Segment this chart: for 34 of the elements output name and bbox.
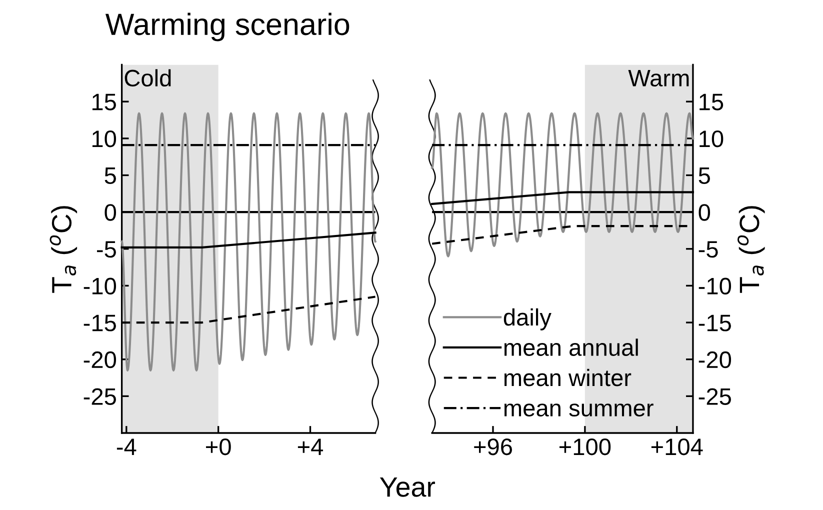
- y2-tick-label: -20: [698, 351, 732, 368]
- band-label: Warm: [628, 70, 689, 87]
- y2-tick-label: -15: [698, 314, 731, 332]
- y-tick-label: -15: [84, 314, 116, 332]
- x-tick-label: +104: [651, 438, 703, 456]
- y2-tick-label: 0: [698, 204, 710, 221]
- y-tick-label: 15: [92, 94, 116, 110]
- x-tick-label: +96: [474, 438, 512, 456]
- y-axis-title: T$_{a}$ ($^{o}$C): [50, 206, 78, 293]
- y-tick-label: -20: [84, 351, 116, 368]
- y-tick-label: -10: [84, 278, 116, 294]
- x-tick-label: -4: [116, 438, 136, 455]
- x-axis-title: Year: [380, 477, 435, 497]
- legend-label: mean winter: [504, 368, 632, 386]
- y-tick-label: -5: [97, 241, 116, 258]
- x-tick-label: +4: [298, 438, 324, 455]
- x-tick-label: +0: [206, 438, 231, 456]
- y2-tick-label: -25: [698, 388, 731, 405]
- y-tick-label: 10: [92, 130, 116, 148]
- y-tick-label: 5: [104, 168, 116, 184]
- y2-tick-label: -10: [698, 278, 732, 294]
- chart-title: Warming scenario: [105, 12, 350, 42]
- band-label: Cold: [124, 69, 171, 87]
- y-tick-label: -25: [84, 388, 116, 405]
- y2-tick-label: -5: [698, 241, 718, 258]
- y2-tick-label: 15: [700, 94, 724, 110]
- y2-tick-label: 5: [698, 168, 710, 184]
- legend-label: mean summer: [504, 404, 654, 417]
- y-tick-label: 0: [104, 204, 116, 221]
- y2-tick-label: 10: [700, 130, 724, 148]
- legend-label: mean annual: [504, 338, 638, 356]
- x-tick-label: +100: [559, 438, 611, 456]
- legend-label: daily: [504, 308, 552, 330]
- y2-axis-title: T$_{a}$ ($^{o}$C): [738, 206, 765, 293]
